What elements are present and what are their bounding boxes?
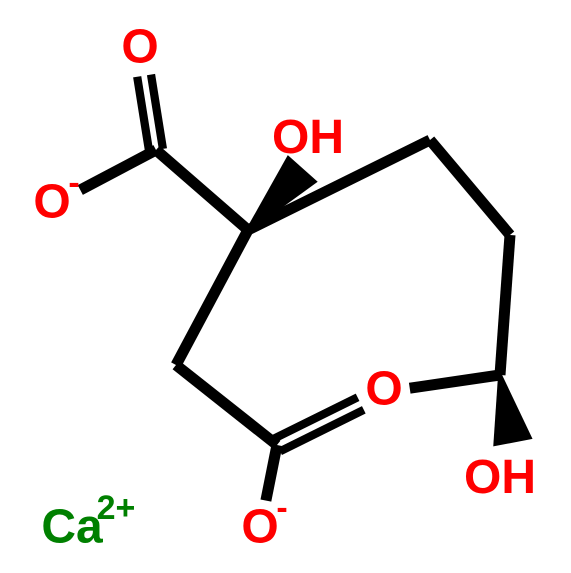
atom-OH_upper: OH <box>272 111 344 164</box>
bond-double <box>151 75 163 149</box>
bond-double <box>137 77 149 151</box>
bond-single <box>176 365 277 445</box>
bond-single <box>500 235 510 375</box>
atom-label: O <box>241 501 278 554</box>
bond-single <box>410 375 500 388</box>
atom-label: O <box>121 21 158 74</box>
atom-O_mid: O <box>365 363 402 416</box>
atom-label: OH <box>272 111 344 164</box>
bond-wedge <box>493 375 532 447</box>
molecule-diagram: OO-OHOO-OHCa2+ <box>0 0 571 573</box>
atom-label: O <box>33 176 70 229</box>
atom-charge: - <box>276 489 287 527</box>
bond-single <box>80 150 156 190</box>
atom-Ca: Ca2+ <box>41 489 135 554</box>
atom-label: OH <box>464 451 536 504</box>
atom-charge: 2+ <box>97 489 136 527</box>
atom-charge: - <box>68 164 79 202</box>
atom-O_top: O <box>121 21 158 74</box>
bond-single <box>430 140 510 235</box>
bond-single <box>176 230 248 365</box>
atom-label: Ca <box>41 501 103 554</box>
atom-label: O <box>365 363 402 416</box>
atom-O_minus_L: O- <box>33 164 79 229</box>
bond-single <box>266 445 277 501</box>
bond-single <box>156 150 248 230</box>
atom-OH_lower: OH <box>464 451 536 504</box>
